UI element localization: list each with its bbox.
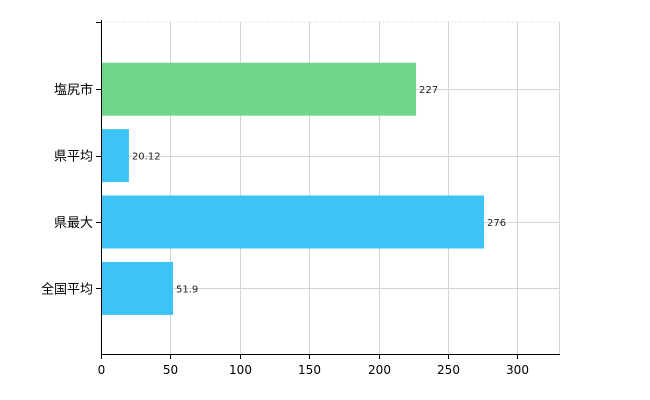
data-label: 227 — [419, 85, 438, 96]
category-label: 県平均 — [54, 150, 93, 165]
x-tick-label: 150 — [298, 363, 321, 377]
data-label: 276 — [487, 218, 506, 229]
data-label: 51.9 — [176, 284, 198, 295]
bar-1 — [101, 62, 417, 116]
category-label: 県最大 — [54, 216, 93, 231]
x-tick-label: 250 — [437, 363, 460, 377]
x-tick-label: 50 — [163, 363, 178, 377]
bar-2 — [101, 129, 129, 183]
data-label: 20.12 — [132, 152, 161, 163]
x-tick-label: 0 — [98, 363, 106, 377]
bar-4 — [101, 261, 174, 315]
bar-3 — [101, 195, 485, 249]
x-tick-label: 300 — [506, 363, 529, 377]
x-tick-label: 200 — [368, 363, 391, 377]
category-label: 塩尻市 — [54, 82, 93, 98]
category-label: 全国平均 — [41, 281, 93, 297]
x-tick-label: 100 — [229, 363, 252, 377]
